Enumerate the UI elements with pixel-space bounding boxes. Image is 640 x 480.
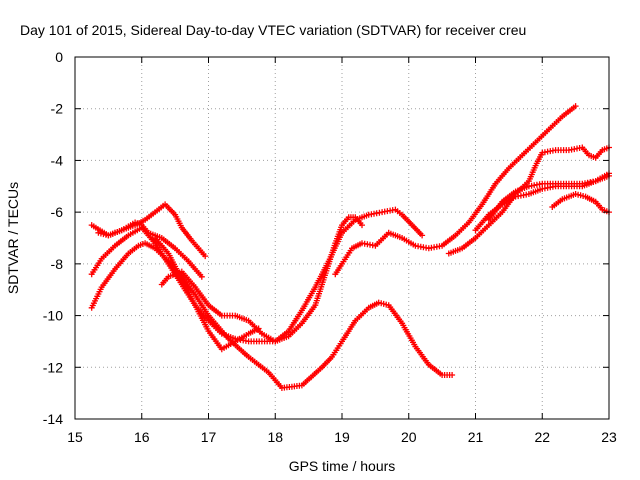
series-track-5 (158, 214, 365, 345)
series-line (154, 237, 259, 350)
y-tick-label: -4 (51, 152, 64, 168)
series-track-4 (88, 206, 426, 345)
chart-title: Day 101 of 2015, Sidereal Day-to-day VTE… (20, 22, 526, 38)
x-tick-label: 17 (201, 429, 217, 445)
series-markers (95, 201, 209, 260)
y-tick-label: -12 (43, 359, 63, 375)
series-track-6 (152, 235, 262, 353)
y-tick-label: -14 (43, 411, 63, 427)
x-axis-label: GPS time / hours (289, 458, 396, 474)
series-markers (88, 219, 205, 280)
series-line (161, 216, 363, 342)
plot-frame (74, 56, 610, 420)
series-track-1 (88, 219, 205, 280)
data-series (88, 103, 612, 391)
series-track-2 (95, 201, 209, 260)
series-markers (158, 214, 365, 345)
series-track-10 (485, 172, 612, 223)
series-markers (332, 103, 579, 278)
y-tick-label: -10 (43, 308, 63, 324)
series-track-7 (332, 103, 579, 278)
y-tick-label: -8 (51, 256, 64, 272)
series-track-8 (445, 144, 612, 257)
series-markers (152, 235, 262, 353)
grid-lines (75, 57, 609, 419)
y-axis-label: SDTVAR / TECUs (5, 182, 21, 294)
x-tick-labels: 15 16 17 18 19 20 21 22 23 (67, 429, 617, 445)
x-tick-label: 23 (601, 429, 617, 445)
x-tick-label: 16 (134, 429, 150, 445)
x-tick-label: 18 (267, 429, 283, 445)
x-tick-label: 21 (468, 429, 484, 445)
x-tick-label: 22 (534, 429, 550, 445)
series-markers (485, 172, 612, 223)
y-tick-label: -6 (51, 204, 64, 220)
y-tick-labels: 0 -2 -4 -6 -8 -10 -12 -14 (43, 49, 63, 427)
y-tick-label: -2 (51, 101, 64, 117)
x-tick-label: 19 (334, 429, 350, 445)
x-tick-label: 15 (67, 429, 83, 445)
series-markers (549, 191, 612, 216)
x-tick-label: 20 (401, 429, 417, 445)
series-markers (88, 206, 426, 345)
y-tick-label: 0 (55, 49, 63, 65)
series-track-11 (549, 191, 612, 216)
